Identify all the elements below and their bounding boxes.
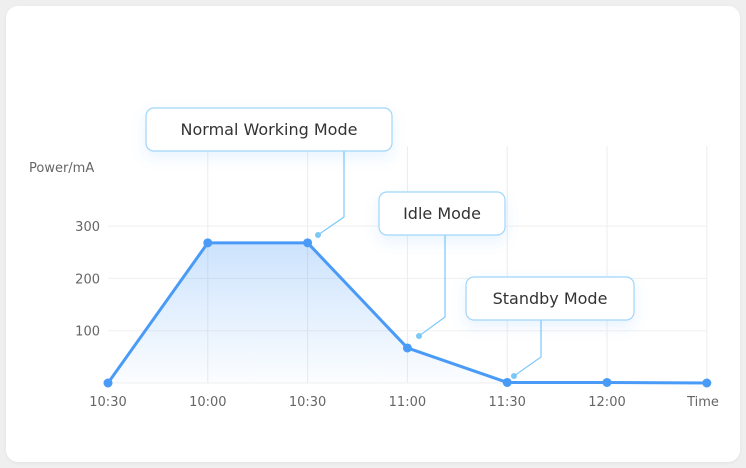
x-tick-label: 10:00: [189, 395, 226, 410]
callout-anchor-dot: [416, 333, 422, 339]
data-point: [602, 377, 612, 387]
callout-label: Normal Working Mode: [181, 120, 358, 139]
data-point: [702, 378, 712, 388]
data-point: [103, 378, 113, 388]
data-point: [303, 238, 313, 248]
callout-box: [145, 107, 393, 152]
y-axis-label: Power/mA: [29, 161, 94, 176]
x-axis-label: Time: [686, 395, 719, 410]
data-point: [203, 238, 213, 248]
callout-anchor-dot: [511, 373, 517, 379]
callout-leader-line: [513, 320, 542, 377]
x-tick-label: 11:00: [389, 395, 426, 410]
data-point: [502, 377, 512, 387]
callout-anchor-dot: [315, 232, 321, 238]
x-tick-label: 10:30: [289, 395, 326, 410]
callout-leader-line: [418, 235, 446, 337]
callout-box: [465, 276, 635, 321]
callout-leader-line: [317, 151, 345, 236]
callout-label: Standby Mode: [493, 289, 608, 308]
callout-box: [378, 191, 506, 236]
callout-label: Idle Mode: [403, 204, 481, 223]
callout-standby-mode: Standby Mode: [465, 276, 635, 379]
x-tick-label: 10:30: [89, 395, 126, 410]
x-tick-label: 11:30: [488, 395, 525, 410]
area-fill: [108, 242, 707, 383]
y-tick-label: 200: [75, 272, 100, 287]
y-tick-label: 100: [75, 325, 100, 340]
data-point: [402, 343, 412, 353]
chart-card: [6, 6, 740, 462]
x-tick-label: 12:00: [588, 395, 625, 410]
callout-normal-working-mode: Normal Working Mode: [145, 107, 393, 238]
y-tick-label: 300: [75, 220, 100, 235]
callout-idle-mode: Idle Mode: [378, 191, 506, 339]
